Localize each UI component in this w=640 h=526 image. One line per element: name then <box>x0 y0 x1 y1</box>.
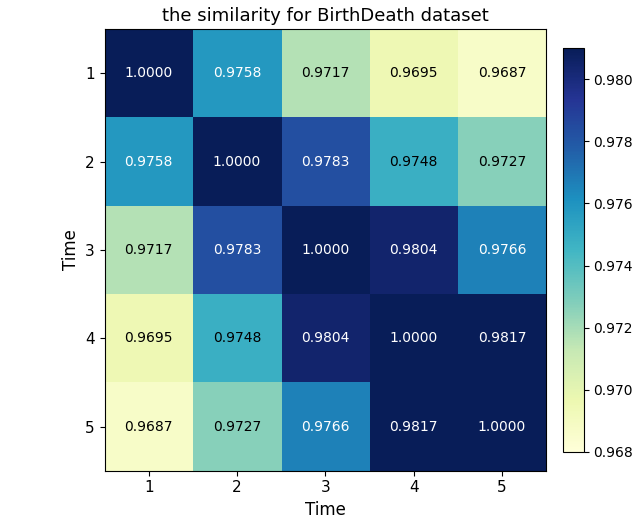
Text: 0.9758: 0.9758 <box>213 66 261 80</box>
Text: 1.0000: 1.0000 <box>125 66 173 80</box>
Title: the similarity for BirthDeath dataset: the similarity for BirthDeath dataset <box>162 7 489 25</box>
Text: 0.9717: 0.9717 <box>125 243 173 257</box>
Text: 0.9748: 0.9748 <box>213 331 261 346</box>
Text: 0.9727: 0.9727 <box>478 155 526 169</box>
Y-axis label: Time: Time <box>61 229 79 270</box>
Text: 0.9766: 0.9766 <box>477 243 526 257</box>
Text: 0.9817: 0.9817 <box>389 420 438 433</box>
Text: 0.9717: 0.9717 <box>301 66 349 80</box>
Text: 0.9687: 0.9687 <box>125 420 173 433</box>
Text: 1.0000: 1.0000 <box>478 420 526 433</box>
Text: 0.9748: 0.9748 <box>390 155 438 169</box>
Text: 0.9695: 0.9695 <box>125 331 173 346</box>
Text: 0.9817: 0.9817 <box>477 331 526 346</box>
Text: 0.9766: 0.9766 <box>301 420 349 433</box>
Text: 0.9783: 0.9783 <box>301 155 349 169</box>
Text: 1.0000: 1.0000 <box>213 155 261 169</box>
Text: 0.9783: 0.9783 <box>213 243 261 257</box>
Text: 0.9804: 0.9804 <box>390 243 438 257</box>
Text: 0.9727: 0.9727 <box>213 420 261 433</box>
Text: 0.9687: 0.9687 <box>477 66 526 80</box>
X-axis label: Time: Time <box>305 501 346 519</box>
Text: 1.0000: 1.0000 <box>390 331 438 346</box>
Text: 0.9695: 0.9695 <box>389 66 438 80</box>
Text: 0.9758: 0.9758 <box>125 155 173 169</box>
Text: 1.0000: 1.0000 <box>301 243 349 257</box>
Text: 0.9804: 0.9804 <box>301 331 349 346</box>
